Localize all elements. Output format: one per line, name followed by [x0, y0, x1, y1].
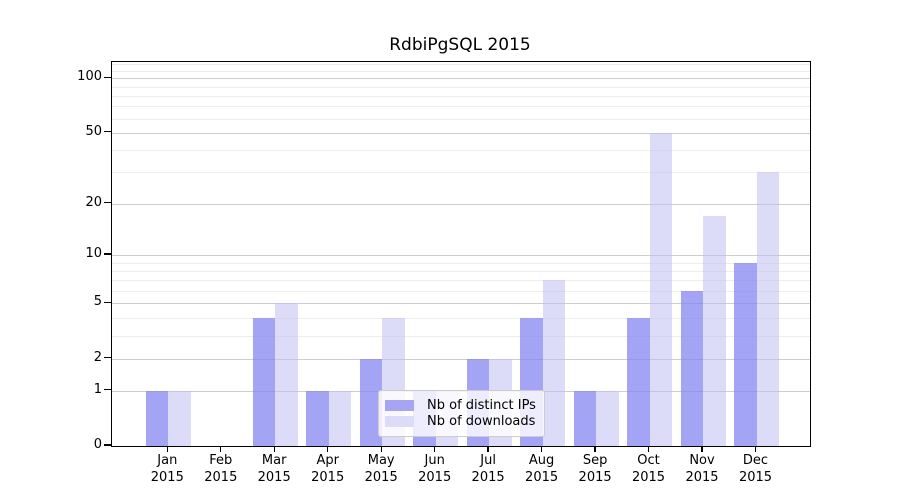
- gridline-major-10: [112, 255, 810, 256]
- bar-jan-distinct-ips: [145, 390, 169, 446]
- bar-mar-downloads: [275, 303, 298, 446]
- y-tick-20: [104, 201, 111, 204]
- x-tick-feb: [220, 446, 222, 452]
- y-tick-2: [104, 356, 111, 359]
- x-tick-label-sep: Sep 2015: [578, 453, 612, 485]
- x-tick-label-oct: Oct 2015: [631, 453, 666, 485]
- gridline-minor-9: [112, 262, 810, 264]
- x-tick-dec: [754, 446, 757, 452]
- gridline-minor-6: [112, 291, 810, 292]
- x-tick-label-mar: Mar 2015: [257, 453, 291, 485]
- gridline-major-50: [112, 132, 810, 134]
- gridline-minor-110: [112, 70, 810, 72]
- gridline-minor-7: [112, 280, 810, 282]
- bar-dec-distinct-ips: [734, 262, 757, 446]
- chart-title: RdbiPgSQL 2015: [389, 35, 531, 55]
- bar-nov-downloads: [703, 215, 726, 446]
- legend-item-distinct-ips: Nb of distinct IPs: [385, 398, 536, 413]
- bar-apr-downloads: [328, 390, 352, 446]
- x-tick-mar: [273, 446, 275, 452]
- y-tick-label-2: 2: [93, 349, 102, 365]
- gridline-minor-120: [112, 64, 810, 65]
- bar-may-distinct-ips: [359, 358, 383, 446]
- x-tick-label-aug: Aug 2015: [525, 453, 559, 485]
- y-tick-1: [104, 389, 111, 391]
- legend-label-distinct-ips: Nb of distinct IPs: [427, 398, 536, 413]
- gridline-minor-40: [112, 150, 810, 152]
- y-tick-100: [104, 76, 111, 78]
- x-tick-oct: [647, 446, 650, 452]
- x-tick-label-jan: Jan 2015: [150, 453, 184, 485]
- y-tick-10: [104, 253, 111, 255]
- x-tick-jan: [166, 446, 168, 452]
- y-tick-label-1: 1: [93, 381, 102, 397]
- x-tick-label-jul: Jul 2015: [471, 453, 505, 485]
- legend-swatch-distinct-ips: [385, 400, 414, 411]
- legend-swatch-downloads: [385, 416, 414, 427]
- gridline-major-5: [112, 303, 810, 305]
- bar-sep-downloads: [596, 390, 619, 446]
- gridline-minor-30: [112, 172, 810, 174]
- gridline-minor-90: [112, 86, 810, 88]
- bar-oct-distinct-ips: [627, 317, 650, 446]
- gridline-minor-70: [112, 106, 810, 108]
- y-tick-label-0: 0: [93, 437, 102, 452]
- legend: Nb of distinct IPs Nb of downloads: [378, 390, 545, 437]
- x-tick-apr: [327, 446, 329, 452]
- x-tick-nov: [701, 446, 703, 452]
- bar-aug-downloads: [542, 280, 566, 446]
- bar-dec-downloads: [756, 172, 779, 446]
- y-tick-label-20: 20: [85, 194, 102, 210]
- y-tick-0: [104, 444, 111, 446]
- gridline-major-100: [112, 78, 810, 80]
- gridline-major-20: [112, 203, 810, 205]
- y-tick-label-50: 50: [85, 123, 102, 139]
- y-tick-50: [104, 131, 111, 133]
- y-tick-label-10: 10: [85, 246, 102, 261]
- y-tick-label-5: 5: [93, 294, 102, 310]
- x-tick-label-apr: Apr 2015: [311, 453, 345, 485]
- x-tick-label-jun: Jun 2015: [418, 453, 452, 485]
- gridline-minor-8: [112, 271, 810, 272]
- x-tick-jul: [487, 446, 489, 452]
- bar-apr-distinct-ips: [306, 390, 329, 446]
- bar-oct-downloads: [649, 132, 672, 446]
- bar-nov-distinct-ips: [680, 291, 703, 446]
- bar-mar-distinct-ips: [252, 317, 276, 446]
- y-tick-label-100: 100: [77, 69, 102, 85]
- legend-item-downloads: Nb of downloads: [385, 414, 536, 429]
- x-tick-label-dec: Dec 2015: [738, 453, 773, 485]
- x-tick-jun: [434, 446, 436, 452]
- gridline-minor-80: [112, 95, 810, 97]
- legend-label-downloads: Nb of downloads: [427, 414, 536, 429]
- x-tick-sep: [594, 446, 596, 452]
- gridline-minor-4: [112, 317, 810, 319]
- x-tick-label-nov: Nov 2015: [685, 453, 719, 485]
- x-tick-label-feb: Feb 2015: [204, 453, 238, 485]
- gridline-major-2: [112, 358, 810, 360]
- bar-sep-distinct-ips: [573, 390, 597, 446]
- x-tick-aug: [540, 446, 543, 452]
- gridline-minor-3: [112, 335, 810, 337]
- bar-jan-downloads: [168, 390, 191, 446]
- x-tick-may: [380, 446, 382, 452]
- x-tick-label-may: May 2015: [364, 453, 398, 485]
- gridline-minor-60: [112, 118, 810, 120]
- y-tick-5: [104, 301, 111, 303]
